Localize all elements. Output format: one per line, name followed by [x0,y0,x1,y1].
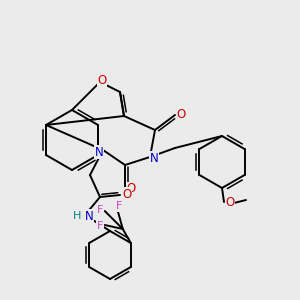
Text: H: H [73,211,81,221]
Text: N: N [150,152,158,164]
Text: F: F [116,201,122,211]
Text: O: O [126,182,136,196]
Text: F: F [97,205,103,215]
Text: O: O [122,188,132,200]
Text: O: O [98,74,106,88]
Text: O: O [225,196,235,209]
Text: O: O [176,107,186,121]
Text: N: N [85,209,93,223]
Text: F: F [97,221,103,231]
Text: N: N [94,146,103,158]
